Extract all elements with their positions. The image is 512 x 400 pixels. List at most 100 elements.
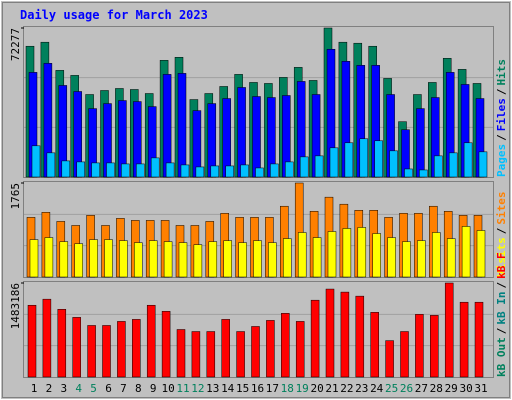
x-tick-label: 5: [90, 382, 97, 395]
bar: [177, 73, 187, 178]
bar: [357, 227, 367, 278]
bar: [150, 157, 160, 178]
bar: [314, 155, 324, 178]
x-tick-label: 20: [310, 382, 323, 395]
x-tick-label: 3: [60, 382, 67, 395]
bar: [29, 239, 39, 278]
legend: Visits / Sites: [495, 192, 508, 278]
x-tick-label: 2: [46, 382, 53, 395]
x-tick-label: 17: [266, 382, 279, 395]
bar: [374, 140, 383, 178]
legend-entry: kB In: [495, 292, 508, 325]
x-tick-label: 15: [236, 382, 249, 395]
x-tick-label: 1: [31, 382, 38, 395]
bar: [119, 240, 128, 278]
x-tick-label: 31: [474, 382, 487, 395]
bar: [178, 242, 188, 278]
x-tick-label: 4: [75, 382, 82, 395]
bar: [327, 231, 337, 278]
legend-entry: Hits: [495, 59, 508, 86]
y-tick-label: 1765: [9, 183, 22, 210]
bar: [446, 238, 456, 278]
x-tick-label: 6: [105, 382, 112, 395]
bar: [89, 239, 98, 278]
x-tick-label: 12: [191, 382, 204, 395]
bar: [355, 295, 365, 378]
bar: [434, 155, 443, 178]
bar: [415, 314, 424, 378]
bar: [285, 161, 294, 178]
bar: [417, 240, 426, 278]
bar: [329, 147, 339, 178]
bar: [206, 331, 216, 378]
bar: [459, 301, 469, 378]
bar: [134, 242, 143, 278]
bar: [476, 230, 486, 278]
bar: [430, 315, 439, 378]
bar: [42, 298, 52, 378]
bar: [389, 150, 398, 178]
bar: [104, 239, 113, 278]
x-tick-label: 29: [445, 382, 458, 395]
bar: [121, 163, 130, 178]
x-tick-label: 14: [221, 382, 235, 395]
legend-separator: /: [495, 282, 508, 289]
bar: [146, 304, 156, 378]
bar: [191, 331, 201, 378]
x-tick-label: 13: [206, 382, 219, 395]
bar: [478, 151, 488, 178]
bar: [222, 98, 231, 178]
bar: [72, 317, 81, 378]
bar: [283, 238, 292, 278]
bar: [444, 282, 454, 378]
bar: [236, 331, 245, 378]
bar: [448, 152, 458, 178]
bar: [266, 320, 275, 378]
bar: [180, 164, 190, 178]
bar: [27, 304, 37, 378]
bar: [136, 163, 145, 178]
bar: [400, 331, 409, 378]
legend-separator: /: [495, 88, 508, 95]
x-tick-label: 16: [251, 382, 264, 395]
legend-separator: /: [495, 227, 508, 234]
bar: [474, 301, 484, 378]
bar: [193, 244, 203, 278]
legend-entry: Visits: [495, 237, 508, 277]
bar: [461, 226, 471, 278]
bar: [372, 233, 381, 278]
bar: [419, 169, 428, 178]
bar: [387, 237, 396, 278]
legend-entry: kB Out: [495, 337, 508, 377]
bar: [106, 162, 115, 178]
bar: [402, 241, 411, 278]
y-tick-label: 1483186: [9, 283, 22, 329]
bar: [208, 241, 218, 278]
bar: [31, 145, 41, 178]
bar: [297, 232, 307, 278]
chart-title: Daily usage for March 2023: [20, 8, 208, 22]
bar: [463, 142, 473, 178]
bar: [237, 87, 246, 178]
bar: [325, 288, 335, 378]
bar: [238, 242, 247, 278]
bar: [161, 311, 171, 378]
x-tick-label: 19: [296, 382, 309, 395]
bar: [370, 312, 379, 378]
x-tick-label: 28: [430, 382, 443, 395]
legend-entry: kB F: [495, 252, 508, 279]
bar: [240, 164, 249, 178]
x-tick-label: 10: [161, 382, 174, 395]
bar: [432, 232, 441, 278]
x-tick-label: 22: [340, 382, 353, 395]
x-tick-label: 18: [281, 382, 294, 395]
legend: Pages / Files / Hits: [495, 59, 508, 177]
bar: [74, 243, 83, 278]
legend-separator: /: [495, 327, 508, 334]
bar: [340, 291, 350, 378]
x-tick-label: 27: [415, 382, 428, 395]
bar: [251, 326, 260, 378]
